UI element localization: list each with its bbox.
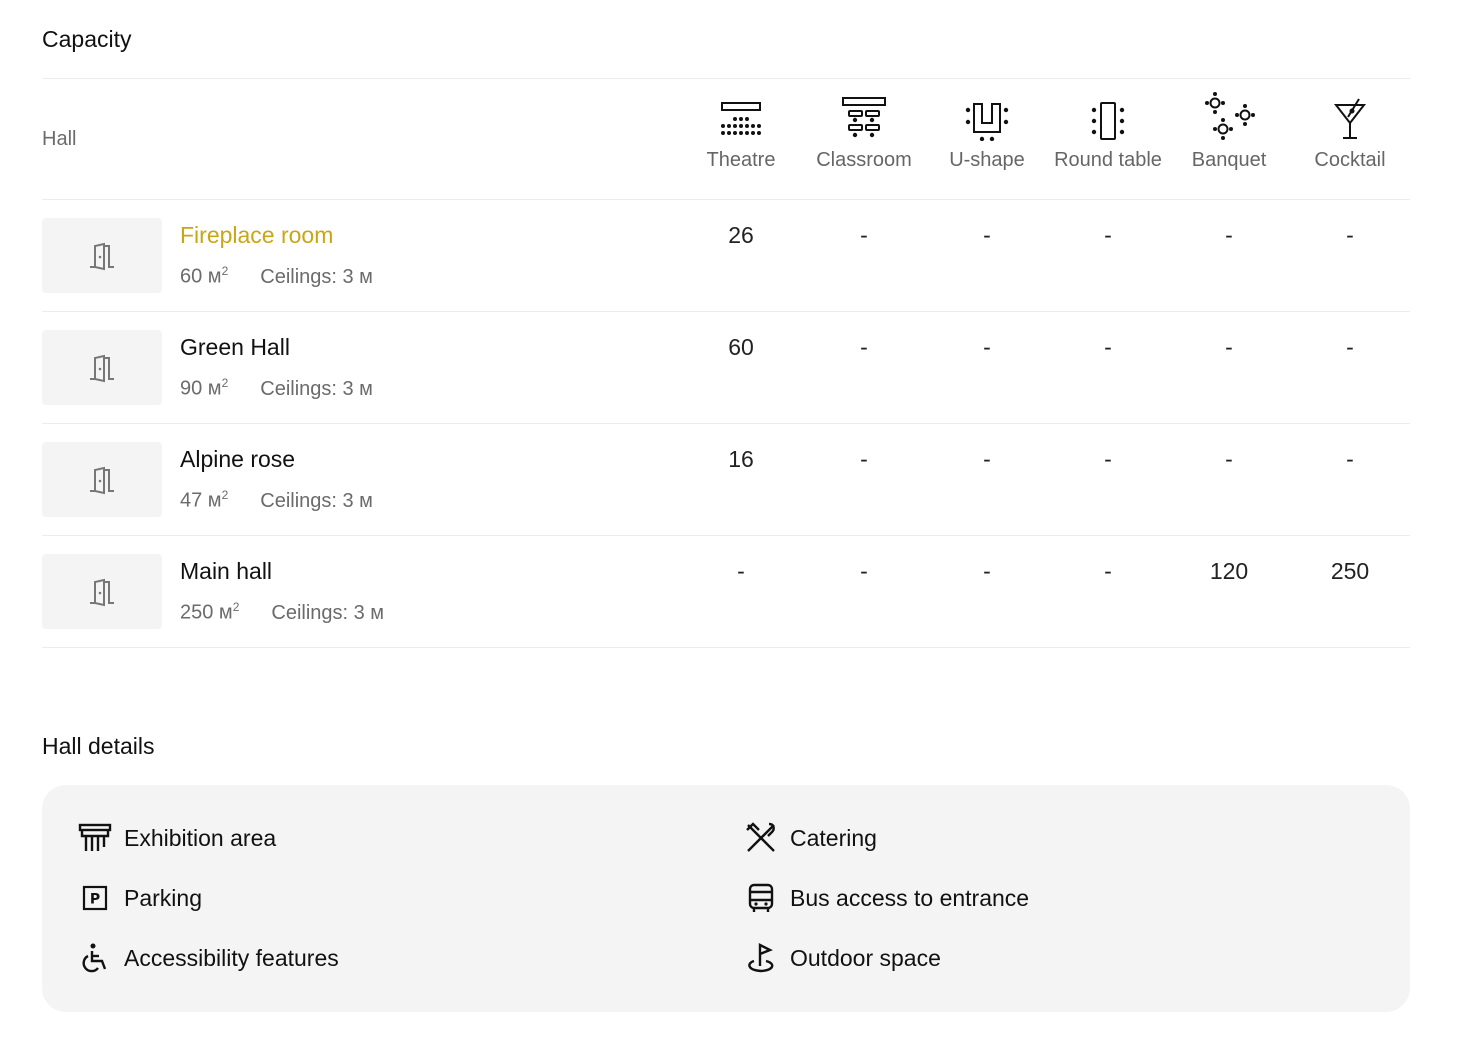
catering-icon [744, 821, 778, 855]
column-u-shape: U-shape [925, 101, 1049, 172]
hall-meta: 250 м2 Ceilings: 3 м [180, 600, 384, 625]
round-table-layout-icon [1091, 102, 1125, 140]
column-round-table: Round table [1046, 101, 1170, 172]
door-icon [90, 466, 114, 494]
hall-thumbnail[interactable] [42, 330, 162, 405]
hall-ceilings: Ceilings: 3 м [260, 377, 373, 400]
capacity-value-theatre: - [737, 558, 745, 584]
column-label: Banquet [1191, 149, 1267, 171]
capacity-value-u-shape: - [983, 558, 991, 584]
capacity-value-classroom: - [860, 446, 868, 472]
column-theatre: Theatre [679, 101, 803, 172]
hall-meta: 90 м2 Ceilings: 3 м [180, 376, 373, 401]
feature-outdoor-space: Outdoor space [744, 941, 941, 975]
outdoor-icon [744, 941, 778, 975]
feature-label: Bus access to entrance [790, 884, 1030, 911]
hall-meta: 47 м2 Ceilings: 3 м [180, 488, 373, 513]
column-cocktail: Cocktail [1288, 98, 1412, 172]
capacity-value-cocktail: - [1346, 446, 1354, 472]
hall-area: 250 м [180, 601, 233, 624]
hall-thumbnail[interactable] [42, 442, 162, 517]
column-label: Theatre [706, 149, 776, 171]
capacity-title: Capacity [42, 26, 132, 52]
hall-ceilings: Ceilings: 3 м [260, 489, 373, 512]
capacity-value-classroom: - [860, 222, 868, 248]
column-label: U-shape [949, 149, 1025, 171]
area-unit-exponent: 2 [221, 376, 229, 390]
hall-ceilings: Ceilings: 3 м [260, 265, 373, 288]
capacity-value-banquet: - [1225, 446, 1233, 472]
column-label: Cocktail [1314, 149, 1386, 171]
feature-catering: Catering [744, 821, 877, 855]
accessibility-icon [78, 941, 112, 975]
column-banquet: Banquet [1167, 92, 1291, 172]
theatre-layout-icon [721, 102, 761, 135]
capacity-value-cocktail: 250 [1330, 558, 1370, 584]
hall-name[interactable]: Fireplace room [180, 222, 334, 248]
hall-name[interactable]: Green Hall [180, 334, 290, 360]
feature-parking: P Parking [78, 881, 202, 915]
door-icon [90, 578, 114, 606]
hall-details-title: Hall details [42, 733, 155, 759]
feature-label: Catering [790, 824, 877, 851]
feature-label: Accessibility features [124, 944, 339, 971]
capacity-value-banquet: - [1225, 334, 1233, 360]
feature-accessibility: Accessibility features [78, 941, 339, 975]
feature-label: Parking [124, 884, 202, 911]
svg-text:P: P [90, 892, 100, 908]
banquet-layout-icon [1205, 92, 1255, 140]
capacity-value-classroom: - [860, 334, 868, 360]
area-unit-exponent: 2 [221, 488, 229, 502]
capacity-value-cocktail: - [1346, 334, 1354, 360]
feature-bus-access: Bus access to entrance [744, 881, 1029, 915]
hall-thumbnail[interactable] [42, 554, 162, 629]
table-row: Alpine rose 47 м2 Ceilings: 3 м 16 - - - - - [42, 424, 1410, 536]
capacity-value-round-table: - [1104, 222, 1112, 248]
capacity-value-banquet: - [1225, 222, 1233, 248]
door-icon [90, 354, 114, 382]
column-label: Classroom [816, 149, 912, 171]
hall-name[interactable]: Main hall [180, 558, 273, 584]
parking-icon: P [78, 881, 112, 915]
table-row: Main hall 250 м2 Ceilings: 3 м - - - - 120 250 [42, 536, 1410, 648]
column-label: Round table [1054, 149, 1162, 171]
capacity-value-theatre: 60 [728, 334, 754, 360]
capacity-value-u-shape: - [983, 334, 991, 360]
bus-icon [744, 881, 778, 915]
column-classroom: Classroom [802, 97, 926, 172]
cocktail-icon [1333, 98, 1367, 139]
hall-details-panel: Exhibition area Catering P Parking Bus a… [42, 785, 1410, 1012]
hall-column-header: Hall [42, 128, 77, 150]
capacity-value-banquet: 120 [1209, 558, 1249, 584]
capacity-value-cocktail: - [1346, 222, 1354, 248]
area-unit-exponent: 2 [232, 600, 240, 614]
exhibition-icon [78, 821, 112, 855]
hall-thumbnail[interactable] [42, 218, 162, 293]
area-unit-exponent: 2 [221, 264, 229, 278]
capacity-value-u-shape: - [983, 222, 991, 248]
u-shape-layout-icon [965, 103, 1009, 141]
capacity-value-round-table: - [1104, 446, 1112, 472]
capacity-value-theatre: 16 [728, 446, 754, 472]
hall-area: 90 м [180, 377, 222, 400]
hall-meta: 60 м2 Ceilings: 3 м [180, 264, 373, 289]
capacity-value-classroom: - [860, 558, 868, 584]
table-header: Hall Theatre Classroom U-shape Round tab… [42, 79, 1410, 200]
hall-area: 60 м [180, 265, 222, 288]
capacity-value-round-table: - [1104, 334, 1112, 360]
capacity-value-theatre: 26 [728, 222, 754, 248]
classroom-layout-icon [842, 97, 886, 138]
capacity-table: Hall Theatre Classroom U-shape Round tab… [42, 78, 1410, 648]
hall-area: 47 м [180, 489, 222, 512]
hall-ceilings: Ceilings: 3 м [271, 601, 385, 624]
table-row: Fireplace room 60 м2 Ceilings: 3 м 26 - - - - - [42, 200, 1410, 312]
feature-exhibition-area: Exhibition area [78, 821, 276, 855]
capacity-value-u-shape: - [983, 446, 991, 472]
door-icon [90, 242, 114, 270]
feature-label: Outdoor space [790, 944, 941, 971]
table-row: Green Hall 90 м2 Ceilings: 3 м 60 - - - - - [42, 312, 1410, 424]
hall-name[interactable]: Alpine rose [180, 446, 296, 472]
feature-label: Exhibition area [124, 824, 277, 851]
capacity-value-round-table: - [1104, 558, 1112, 584]
